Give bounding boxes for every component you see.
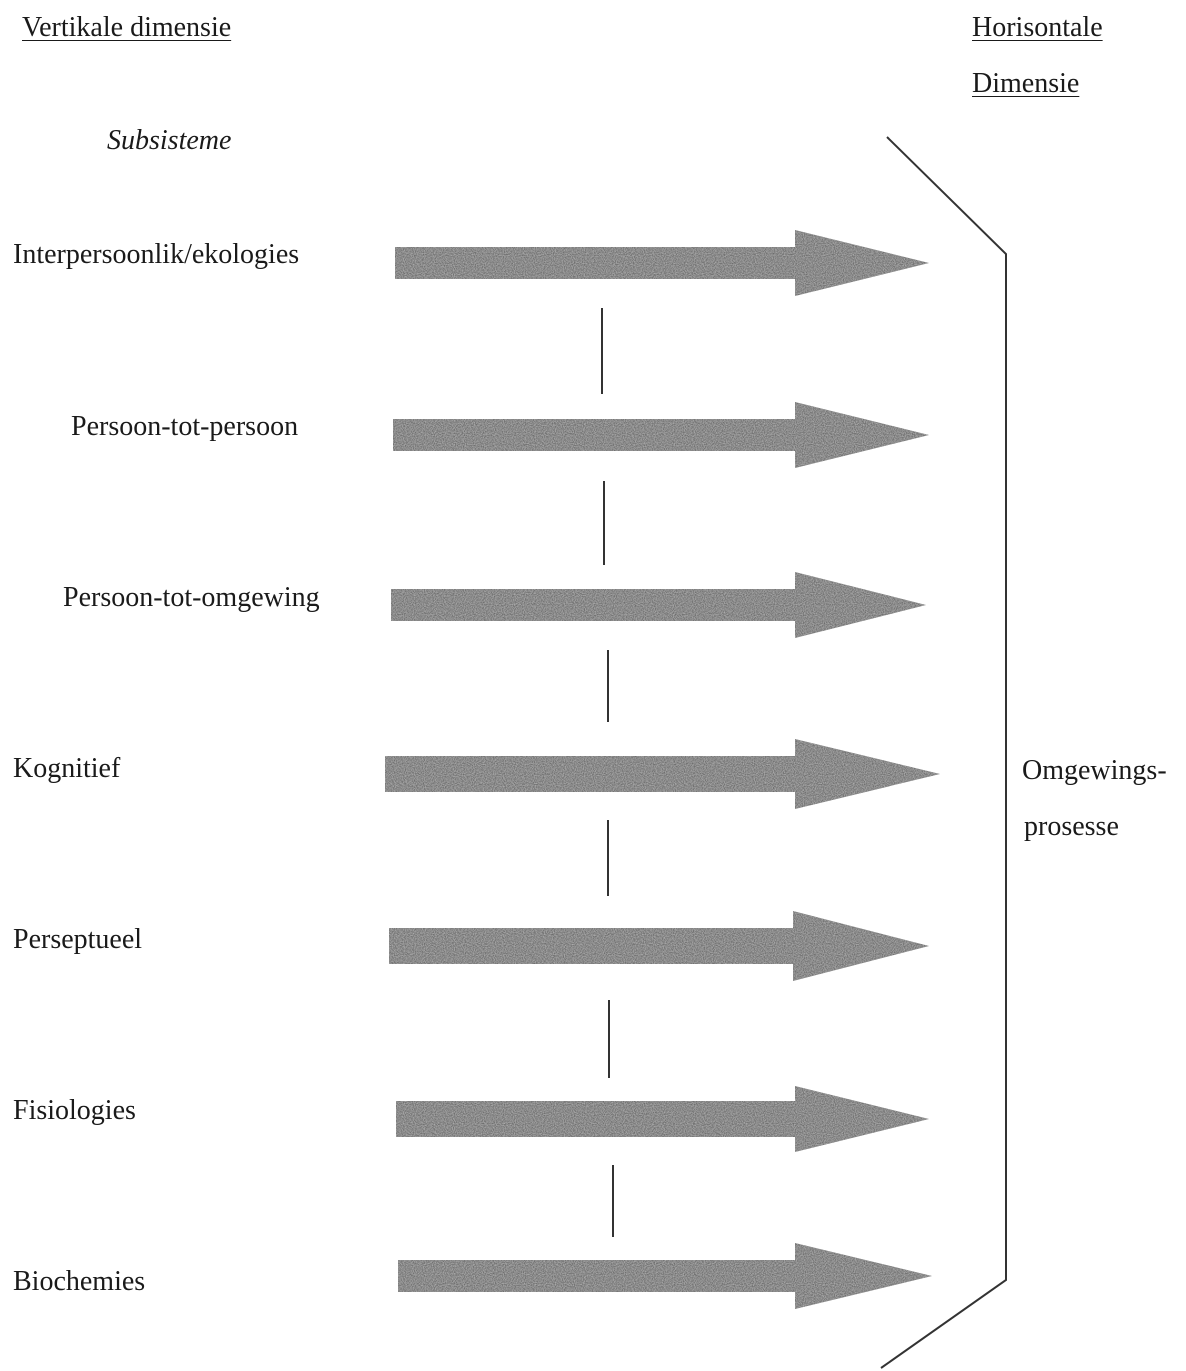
- horizontal-dimension-header-line2: Dimensie: [972, 68, 1080, 99]
- level-label-perceptual: Perseptueel: [13, 924, 143, 955]
- level-label-physiological: Fisiologies: [13, 1095, 136, 1126]
- arrow-person-to-environment: [391, 572, 926, 638]
- arrow-biochemical: [398, 1243, 932, 1309]
- level-label-cognitive: Kognitief: [13, 753, 121, 784]
- bracket-label-line1: Omgewings-: [1022, 755, 1167, 786]
- arrow-person-to-person: [393, 402, 929, 468]
- level-label-interpersonal: Interpersoonlik/ekologies: [13, 239, 300, 270]
- arrow-cognitive: [385, 739, 940, 809]
- horizontal-dimension-header-line1: Horisontale: [972, 12, 1103, 43]
- level-label-person-to-environment: Persoon-tot-omgewing: [63, 582, 320, 613]
- subsystems-heading: Subsisteme: [107, 125, 232, 156]
- arrow-perceptual: [389, 911, 929, 981]
- horizontal-dimension-bracket: [880, 136, 1007, 1369]
- arrow-physiological: [396, 1086, 929, 1152]
- arrow-interpersonal: [395, 230, 929, 296]
- vertical-dimension-header: Vertikale dimensie: [22, 12, 232, 43]
- bracket-label-line2: prosesse: [1024, 811, 1119, 842]
- level-label-biochemical: Biochemies: [13, 1266, 146, 1297]
- level-label-person-to-person: Persoon-tot-persoon: [71, 411, 299, 442]
